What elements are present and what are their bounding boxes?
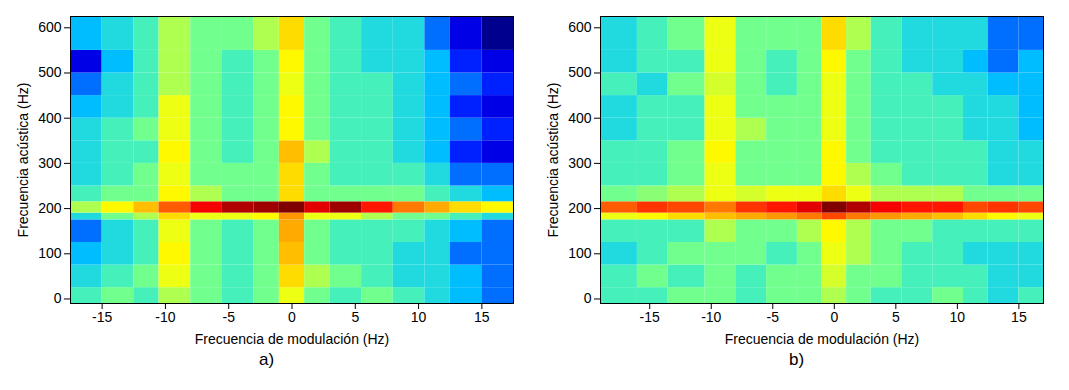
svg-text:10: 10 (950, 309, 966, 325)
svg-text:15: 15 (474, 309, 490, 325)
svg-text:-5: -5 (767, 309, 780, 325)
svg-text:200: 200 (568, 200, 592, 216)
svg-text:0: 0 (54, 290, 62, 306)
svg-text:Frecuencia de modulación (Hz): Frecuencia de modulación (Hz) (195, 331, 390, 347)
html-text:b): b) (788, 350, 805, 369)
svg-text:300: 300 (38, 155, 62, 171)
svg-text:15: 15 (1011, 309, 1027, 325)
svg-text:200: 200 (38, 200, 62, 216)
svg-text:5: 5 (892, 309, 900, 325)
svg-text:0: 0 (830, 309, 838, 325)
svg-text:Frecuencia acústica (Hz): Frecuencia acústica (Hz) (545, 83, 561, 238)
svg-text:-10: -10 (155, 309, 175, 325)
svg-text:600: 600 (568, 19, 592, 35)
svg-text:Frecuencia acústica (Hz): Frecuencia acústica (Hz) (15, 83, 31, 238)
svg-text:-10: -10 (701, 309, 721, 325)
svg-text:0: 0 (584, 290, 592, 306)
svg-text:400: 400 (38, 110, 62, 126)
svg-text:300: 300 (568, 155, 592, 171)
svg-text:600: 600 (38, 19, 62, 35)
svg-text:400: 400 (568, 110, 592, 126)
html-text:a): a) (258, 350, 275, 369)
svg-text:100: 100 (568, 245, 592, 261)
svg-text:-15: -15 (92, 309, 112, 325)
svg-text:-15: -15 (640, 309, 660, 325)
svg-text:500: 500 (568, 64, 592, 80)
svg-text:500: 500 (38, 64, 62, 80)
svg-text:5: 5 (351, 309, 359, 325)
svg-text:100: 100 (38, 245, 62, 261)
svg-text:Frecuencia de modulación (Hz): Frecuencia de modulación (Hz) (725, 331, 920, 347)
svg-text:-5: -5 (222, 309, 235, 325)
svg-text:0: 0 (288, 309, 296, 325)
svg-text:10: 10 (411, 309, 427, 325)
